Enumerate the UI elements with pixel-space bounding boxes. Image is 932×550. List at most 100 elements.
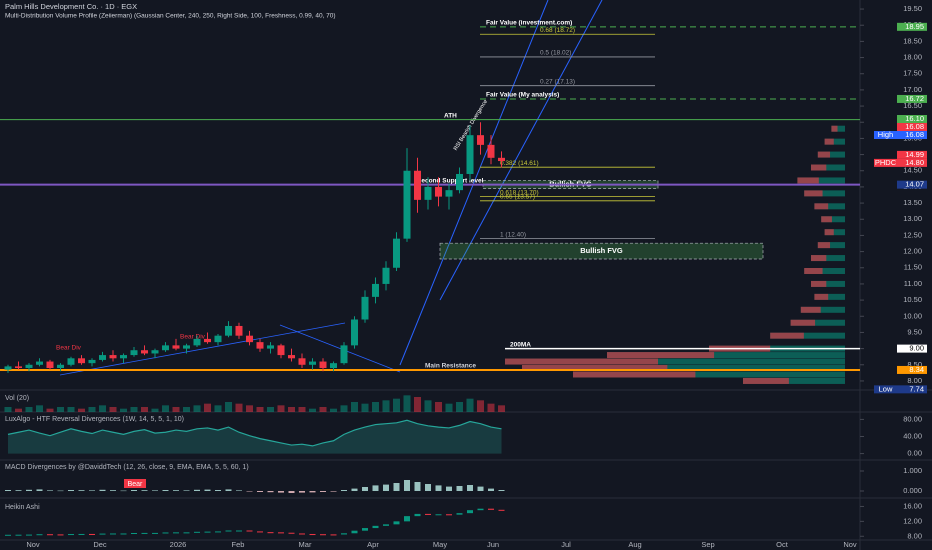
price-tag [897,365,927,374]
price-tag-name-bg [874,385,897,394]
heikin-candle [446,514,452,516]
price-tag-text: 16.08 [905,130,924,139]
badge-text: Bear [128,481,143,488]
y-tick-label: 17.50 [903,69,922,78]
volume-bar [141,407,148,412]
profile-bar-sell [817,151,831,158]
candle-body [466,135,474,174]
y-tick-label: 11.00 [904,279,922,288]
volume-bar [351,402,358,412]
pane-tick-label: 16.00 [903,501,922,510]
fib-label: 0.5 (18.02) [540,50,571,57]
candle-body [414,170,421,200]
volume-bar [267,407,274,412]
macd-hist [467,485,473,491]
heikin-candle [57,534,64,536]
heikin-candle [99,533,106,535]
heikin-candle [5,534,11,536]
pane-label: LuxAlgo - HTF Reversal Divergences (1W, … [5,416,184,423]
candle-body [288,355,295,359]
fib-label: 0.382 (14.61) [500,160,539,167]
time-label: Jul [561,540,571,549]
note: Bear Div [56,345,82,352]
price-tag-text: 14.80 [905,158,924,167]
volume-bar [424,400,432,412]
badge [124,479,146,488]
profile-bar-sell [804,190,823,197]
macd-hist [372,485,379,491]
price-tag [897,22,927,31]
macd-hist [225,489,232,491]
volume-bar [78,408,85,412]
y-tick-label: 8.00 [907,376,922,385]
channel-line [399,0,549,366]
heikin-candle [162,532,169,534]
fvg-label: Bullish FVG [580,246,623,255]
candle-body [141,350,148,354]
y-tick-label: 10.00 [903,311,922,320]
profile-bar [607,352,845,359]
price-tag [897,158,927,167]
profile-bar [770,332,845,339]
heikin-candle [110,533,116,535]
volume-bar [340,405,348,412]
heikin-candle [320,534,326,536]
candle-body [477,135,484,145]
heikin-candle [173,532,179,534]
time-label: Aug [628,540,641,549]
candle-body [130,350,138,356]
profile-bar-sell [607,352,715,359]
wedge-line [279,324,401,373]
price-tag-text: 8.34 [909,365,924,374]
candle-body [456,173,463,191]
macd-hist [183,490,190,491]
pane-tick-label: 1.000 [903,466,922,475]
profile-bar [804,267,845,274]
heikin-candle [131,532,137,534]
profile-bar [811,255,845,262]
macd-hist [120,490,127,492]
heikin-candle [257,531,263,533]
pane-tick-label: 40.00 [903,431,922,440]
heikin-candle [477,508,484,511]
profile-bar [800,306,845,313]
volume-bar [393,398,400,412]
candle-body [351,319,358,346]
volume-bar [36,405,43,412]
fib-label: 1 (12.40) [500,231,526,238]
volume-bar [277,405,285,412]
macd-hist [110,490,116,491]
profile-bar-sell [743,377,789,384]
volume-bar [361,403,369,412]
volume-bar [204,403,211,412]
volume-bar [414,397,421,412]
macd-hist [68,490,74,491]
heikin-candle [341,533,347,535]
macd-hist [362,487,368,491]
candle-body [393,238,400,268]
y-tick-label: 13.50 [903,198,922,207]
volume-bar [372,402,379,412]
pane-label: MACD Divergences by @DaviddTech (12, 26,… [5,464,249,471]
candle-body [15,366,22,369]
volume-bar [183,407,190,412]
profile-bar-sell [821,216,832,223]
candle-body [25,364,33,369]
macd-hist [141,490,148,491]
volume-bar [151,408,159,412]
heikin-candle [309,534,316,536]
macd-hist [456,486,463,491]
heikin-candle [404,516,410,522]
time-axis: Nov Dec 2026 Feb Mar Apr May Jun Jul Aug… [26,540,857,549]
macd-hist [404,480,410,491]
volume-bar [88,407,96,412]
fib-label: 0.68 (18.72) [540,27,575,34]
price-tag-name: Low [879,384,893,393]
volume-bar [246,405,253,412]
candle-body [382,267,390,284]
volume-bar [382,400,390,412]
volume-bar [25,407,33,412]
heikin-candle [299,533,305,535]
pane-tick-label: 8.00 [907,531,922,540]
price-tag-text: 9.00 [909,344,924,353]
